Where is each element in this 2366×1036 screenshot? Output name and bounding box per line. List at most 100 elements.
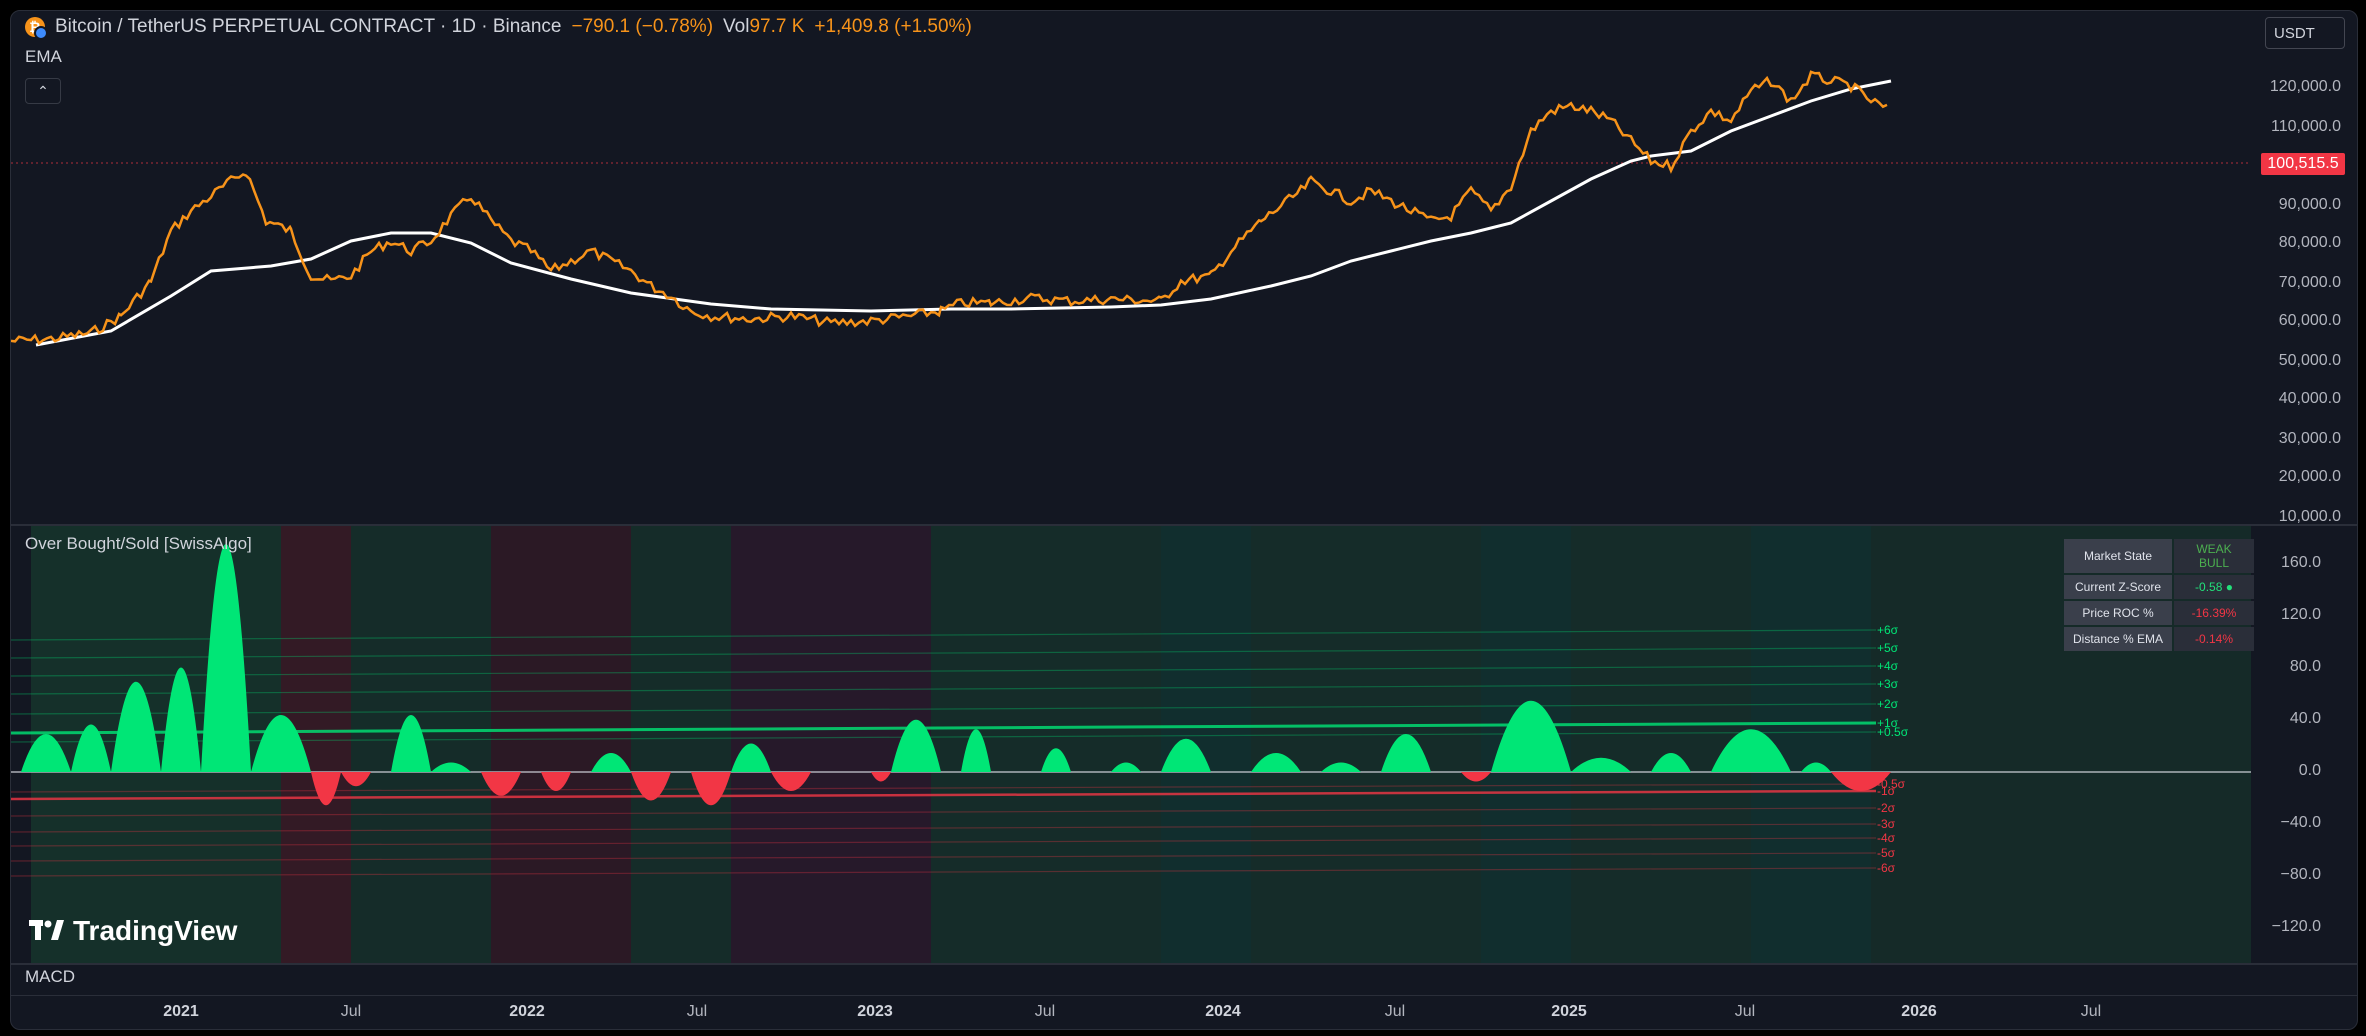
sigma-label-lower: -3σ: [1877, 817, 1896, 831]
oscillator-pane[interactable]: +6σ +5σ +4σ +3σ +2σ +1σ+0.5σ -0.5σ-1σ -2σ -3σ-4σ…: [11, 526, 2357, 963]
oscillator-tick-label: 40.0: [2289, 710, 2321, 727]
oscillator-positive-area: [11, 544, 1831, 772]
sigma-line-lower: [11, 837, 1877, 847]
price-tick-label: 10,000.0: [2278, 508, 2341, 525]
price-tick-label: 40,000.0: [2278, 390, 2341, 407]
price-tick-label: 70,000.0: [2278, 274, 2341, 291]
sigma-line-upper: [11, 721, 1877, 735]
time-tick-label: Jul: [1034, 1003, 1056, 1020]
oscillator-tick-label: −120.0: [2271, 918, 2321, 935]
ema-legend[interactable]: EMA: [25, 47, 62, 67]
macd-title[interactable]: MACD: [25, 967, 76, 986]
sigma-line-lower: [11, 823, 1877, 833]
time-tick-label: 2024: [1205, 1003, 1241, 1020]
sigma-label-upper: +2σ: [1877, 697, 1899, 711]
oscillator-tick-label: 160.0: [2280, 554, 2321, 571]
symbol-title[interactable]: Bitcoin / TetherUS PERPETUAL CONTRACT · …: [55, 16, 562, 37]
time-tick-label: Jul: [1384, 1003, 1406, 1020]
time-tick-label: 2023: [857, 1003, 893, 1020]
oscillator-tick-label: −40.0: [2280, 814, 2321, 831]
stats-key: Current Z-Score: [2064, 575, 2172, 599]
volume-label: Vol: [723, 16, 750, 37]
price-tick-label: 90,000.0: [2278, 196, 2341, 213]
ema-label: EMA: [25, 47, 62, 66]
tradingview-logo-text: TradingView: [73, 915, 238, 946]
symbol-legend: ₿ Bitcoin / TetherUS PERPETUAL CONTRACT …: [25, 16, 972, 40]
sigma-line-lower: [11, 852, 1877, 862]
sigma-label-lower: -5σ: [1877, 846, 1896, 860]
stats-row-roc: Price ROC % -16.39%: [2064, 601, 2254, 625]
sigma-label-lower: -4σ: [1877, 831, 1896, 845]
sigma-line-lower: [11, 867, 1877, 877]
regime-bands: [31, 526, 2251, 963]
stats-row-distance: Distance % EMA -0.14%: [2064, 627, 2254, 651]
price-tick-label: 20,000.0: [2278, 468, 2341, 485]
sigma-label-upper: +0.5σ: [1877, 725, 1909, 739]
sigma-label-upper: +1σ: [1877, 716, 1899, 730]
time-tick-label: 2022: [509, 1003, 545, 1020]
time-axis-divider: [11, 995, 2357, 996]
sigma-label-lower: -6σ: [1877, 861, 1896, 875]
currency-button[interactable]: USDT: [2265, 17, 2345, 49]
stats-value: WEAK BULL: [2174, 539, 2254, 573]
price-change: −790.1 (−0.78%): [571, 16, 714, 37]
stats-value: -16.39%: [2174, 601, 2254, 625]
sigma-labels: +6σ +5σ +4σ +3σ +2σ +1σ+0.5σ -0.5σ-1σ -2σ -3σ-4σ…: [1877, 623, 1909, 875]
price-line: [11, 70, 1888, 346]
sigma-line-upper: [11, 703, 1877, 715]
time-tick-label: 2025: [1551, 1003, 1587, 1020]
regime-band: [1251, 526, 1481, 963]
time-tick-label: Jul: [2080, 1003, 2102, 1020]
sigma-label-upper: +6σ: [1877, 623, 1899, 637]
sigma-line-upper: [11, 629, 1877, 641]
price-tick-label: 120,000.0: [2269, 78, 2341, 95]
price-tick-label: 60,000.0: [2278, 312, 2341, 329]
sigma-label-upper: +4σ: [1877, 659, 1899, 673]
regime-band: [631, 526, 731, 963]
sigma-line-upper: [11, 731, 1877, 743]
sigma-label-lower: -2σ: [1877, 801, 1896, 815]
price-tick-label: 50,000.0: [2278, 352, 2341, 369]
time-tick-label: 2026: [1901, 1003, 1937, 1020]
sigma-line-upper: [11, 665, 1877, 677]
oscillator-title[interactable]: Over Bought/Sold [SwissAlgo]: [25, 534, 252, 553]
sigma-line-upper: [11, 647, 1877, 659]
price-tick-label: 30,000.0: [2278, 430, 2341, 447]
oscillator-tick-label: 0.0: [2298, 762, 2321, 779]
stats-row-zscore: Current Z-Score -0.58 ●: [2064, 575, 2254, 599]
oscillator-tick-label: 80.0: [2289, 658, 2321, 675]
stats-value: -0.14%: [2174, 627, 2254, 651]
tradingview-logo[interactable]: TradingView: [29, 915, 237, 947]
sigma-label-upper: +5σ: [1877, 641, 1899, 655]
stats-row-market-state: Market State WEAK BULL: [2064, 539, 2254, 573]
volume-change: +1,409.8 (+1.50%): [814, 16, 972, 37]
time-tick-label: Jul: [1734, 1003, 1756, 1020]
price-tick-label: 80,000.0: [2278, 234, 2341, 251]
stats-key: Market State: [2064, 539, 2172, 573]
pane-divider[interactable]: [11, 524, 2357, 526]
regime-band: [1161, 526, 1251, 963]
last-price-label: 100,515.5: [2261, 153, 2345, 175]
volume-value: 97.7 K: [749, 16, 805, 37]
stats-key: Price ROC %: [2064, 601, 2172, 625]
stats-value: -0.58 ●: [2174, 575, 2254, 599]
chart-window: ₿ Bitcoin / TetherUS PERPETUAL CONTRACT …: [10, 10, 2358, 1030]
regime-band: [731, 526, 931, 963]
time-tick-label: Jul: [686, 1003, 708, 1020]
collapse-legend-button[interactable]: ⌃: [25, 78, 61, 104]
time-tick-label: Jul: [340, 1003, 362, 1020]
stats-key: Distance % EMA: [2064, 627, 2172, 651]
tradingview-logo-icon: [29, 920, 64, 940]
pane-divider[interactable]: [11, 963, 2357, 965]
sigma-label-upper: +3σ: [1877, 677, 1899, 691]
price-tick-label: 110,000.0: [2271, 118, 2341, 135]
sigma-label-lower: -0.5σ: [1877, 777, 1906, 791]
bitcoin-icon: ₿: [25, 17, 48, 40]
chevron-up-icon: ⌃: [37, 82, 49, 99]
time-tick-label: 2021: [163, 1003, 199, 1020]
regime-band: [931, 526, 1161, 963]
price-pane[interactable]: [11, 11, 2357, 525]
sigma-line-upper: [11, 683, 1877, 695]
sigma-line-lower: [11, 807, 1877, 817]
stats-table: Market State WEAK BULL Current Z-Score -0.…: [2062, 537, 2256, 653]
